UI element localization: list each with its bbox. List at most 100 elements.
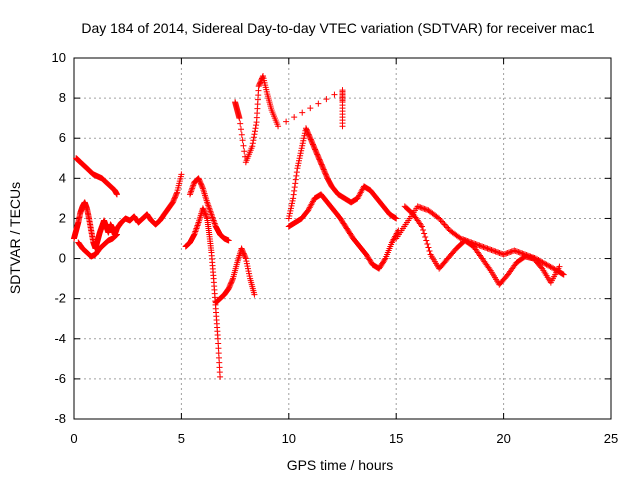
data-point (250, 137, 257, 144)
data-point (245, 268, 252, 275)
data-point (496, 250, 503, 257)
data-point (319, 164, 326, 171)
data-point (244, 263, 251, 270)
data-point (289, 197, 296, 204)
data-point (199, 184, 206, 191)
data-point (457, 235, 464, 242)
data-point (297, 152, 304, 159)
data-point (480, 244, 487, 251)
data-point (422, 233, 429, 240)
y-tick-label: 0 (59, 251, 66, 266)
data-point (483, 245, 490, 252)
data-point (171, 194, 178, 201)
data-point (249, 143, 256, 150)
series-evening-lower (401, 203, 563, 288)
data-point (322, 171, 329, 178)
data-point (495, 249, 502, 256)
data-point (418, 223, 425, 230)
data-point (424, 241, 431, 248)
data-point (251, 131, 258, 138)
y-tick-label: -2 (54, 291, 66, 306)
data-point (312, 147, 319, 154)
data-point (298, 145, 305, 152)
data-point (297, 150, 304, 157)
data-point (307, 136, 314, 143)
data-point (241, 253, 248, 260)
data-point (501, 251, 508, 258)
data-point (292, 180, 299, 187)
data-point (303, 126, 310, 133)
data-point (198, 181, 205, 188)
data-point (487, 246, 494, 253)
data-point (256, 81, 263, 88)
data-point (299, 109, 306, 116)
data-point (170, 198, 177, 205)
data-point (319, 162, 326, 169)
data-point (201, 209, 208, 216)
data-point (289, 200, 296, 207)
y-axis-label: SDTVAR / TECUs (7, 182, 23, 294)
data-point (239, 246, 246, 253)
data-point (392, 214, 399, 221)
data-point (484, 245, 491, 252)
data-point (307, 105, 314, 112)
data-point (559, 271, 566, 278)
data-point (440, 219, 447, 226)
series-mid-rise (212, 245, 258, 306)
data-point (228, 279, 235, 286)
data-point (473, 241, 480, 248)
data-point (299, 140, 306, 147)
data-point (511, 247, 518, 254)
data-point (320, 166, 327, 173)
data-point (317, 159, 324, 166)
y-tick-label: 6 (59, 130, 66, 145)
data-point (225, 285, 232, 292)
data-point (113, 231, 120, 238)
data-point (236, 115, 243, 122)
data-point (309, 141, 316, 148)
data-point (315, 155, 322, 162)
data-point (285, 215, 292, 222)
data-point (241, 148, 248, 155)
data-point (295, 160, 302, 167)
data-point (294, 162, 301, 169)
data-point (441, 221, 448, 228)
data-point (515, 249, 522, 256)
data-point (246, 273, 253, 280)
data-point (323, 96, 330, 103)
data-point (504, 250, 511, 257)
x-tick-label: 25 (604, 431, 618, 446)
y-tick-label: -6 (54, 371, 66, 386)
data-point (423, 237, 430, 244)
y-tick-label: 8 (59, 90, 66, 105)
series-early-lower (75, 231, 120, 260)
data-point (290, 191, 297, 198)
data-point (199, 205, 206, 212)
data-point (251, 128, 258, 135)
series-evening (393, 203, 567, 278)
data-point (257, 78, 264, 85)
data-point (239, 137, 246, 144)
data-point (308, 138, 315, 145)
data-point (300, 137, 307, 144)
data-point (420, 205, 427, 212)
data-point (497, 250, 504, 257)
data-point (492, 248, 499, 255)
x-tick-label: 5 (178, 431, 185, 446)
data-point (171, 195, 178, 202)
data-point (426, 248, 433, 255)
data-point (479, 243, 486, 250)
data-point (286, 212, 293, 219)
data-point (226, 284, 233, 291)
data-point (560, 271, 567, 278)
data-point (489, 247, 496, 254)
data-point (298, 147, 305, 154)
data-point (421, 230, 428, 237)
y-tick-label: 4 (59, 170, 66, 185)
data-point (300, 135, 307, 142)
data-point (481, 244, 488, 251)
data-point (293, 172, 300, 179)
data-point (287, 207, 294, 214)
data-point (304, 127, 311, 134)
data-point (238, 245, 245, 252)
